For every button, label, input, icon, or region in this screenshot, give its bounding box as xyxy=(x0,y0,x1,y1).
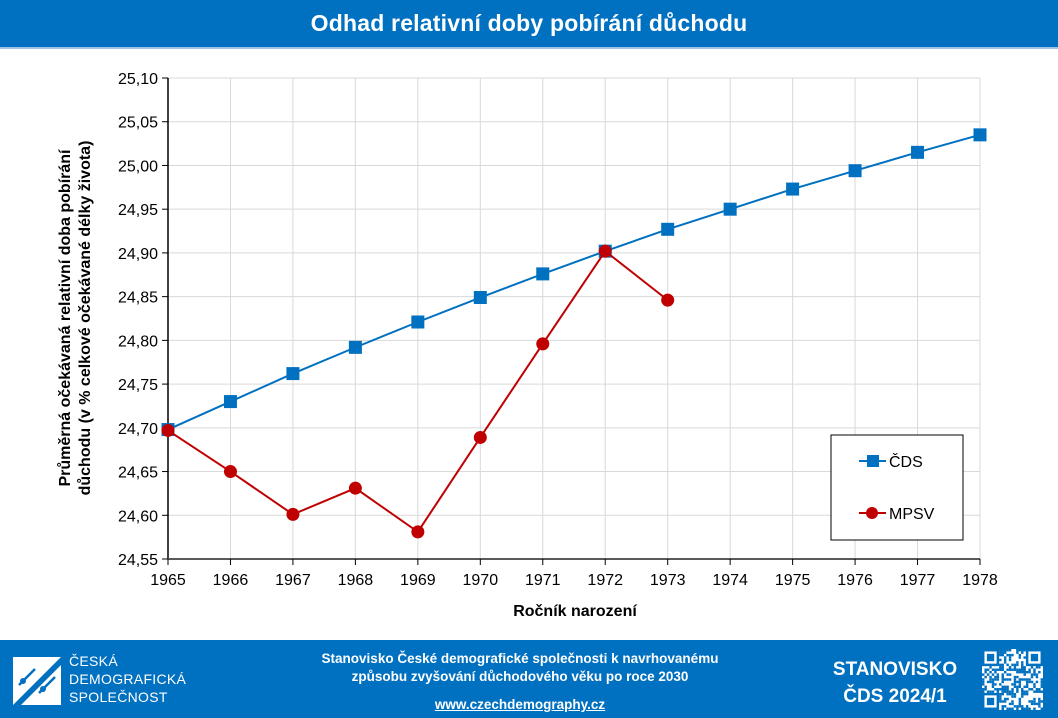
data-point-circle xyxy=(411,525,425,539)
y-tick-label: 25,00 xyxy=(118,158,158,175)
data-point-circle xyxy=(161,423,175,437)
x-tick-label: 1966 xyxy=(213,572,249,589)
x-tick-label: 1977 xyxy=(900,572,936,589)
data-point-square xyxy=(536,267,550,281)
data-point-square xyxy=(473,291,487,305)
legend-cds-label: ČDS xyxy=(889,452,923,471)
y-tick-label: 24,80 xyxy=(118,333,158,350)
x-tick-label: 1969 xyxy=(400,572,436,589)
legend-item-mpsv: MPSV xyxy=(859,506,935,523)
x-tick-label: 1970 xyxy=(463,572,499,589)
data-point-square xyxy=(723,202,737,216)
chart-title: Odhad relativní doby pobírání důchodu xyxy=(310,10,748,36)
legend-box xyxy=(830,434,964,541)
data-point-square xyxy=(786,182,800,196)
y-axis-ticks: 24,55 24,60 24,65 24,70 24,75 24,80 24,85 24,90… xyxy=(118,71,168,569)
data-point-circle xyxy=(223,465,237,479)
statement-line-1: Stanovisko České demografické společnost… xyxy=(321,651,719,666)
org-name-line-3: SPOLEČNOST xyxy=(69,689,168,705)
qr-code-icon[interactable] xyxy=(982,649,1043,710)
y-tick-label: 24,70 xyxy=(118,421,158,438)
data-point-square xyxy=(286,367,300,381)
data-point-circle xyxy=(536,337,550,351)
data-point-circle xyxy=(661,293,675,307)
x-tick-label: 1968 xyxy=(338,572,374,589)
y-axis-label: Průměrná očekávaná relativní doba pobírá… xyxy=(57,141,94,496)
badge-line-2: ČDS 2024/1 xyxy=(843,686,947,707)
data-point-square xyxy=(911,145,925,159)
y-tick-label: 24,60 xyxy=(118,508,158,525)
data-point-square xyxy=(973,128,987,142)
data-point-square xyxy=(848,164,862,178)
legend: ČDS MPSV xyxy=(830,434,964,541)
y-tick-label: 24,65 xyxy=(118,465,158,482)
org-name-line-2: DEMOGRAFICKÁ xyxy=(69,671,187,687)
x-tick-label: 1971 xyxy=(525,572,561,589)
axes xyxy=(167,78,980,560)
x-tick-label: 1974 xyxy=(712,572,748,589)
cds-logo-icon xyxy=(13,657,61,705)
x-axis-label: Ročník narození xyxy=(513,603,637,620)
line-chart: 24,55 24,60 24,65 24,70 24,75 24,80 24,85 24,90… xyxy=(57,71,998,620)
legend-cds-square-icon xyxy=(867,455,879,467)
y-tick-label: 24,55 xyxy=(118,552,158,569)
y-axis-label-line-1: Průměrná očekávaná relativní doba pobírá… xyxy=(57,149,74,487)
series-mpsv xyxy=(161,244,675,539)
y-tick-label: 24,90 xyxy=(118,246,158,263)
statement-badge: STANOVISKO ČDS 2024/1 xyxy=(815,656,975,710)
data-point-circle xyxy=(286,507,300,521)
x-tick-label: 1978 xyxy=(962,572,998,589)
data-point-circle xyxy=(473,430,487,444)
legend-mpsv-label: MPSV xyxy=(889,506,935,523)
x-tick-label: 1976 xyxy=(837,572,873,589)
legend-item-cds: ČDS xyxy=(859,452,923,471)
series-line xyxy=(167,133,981,431)
footer: ČESKÁ DEMOGRAFICKÁ SPOLEČNOST Stanovisko… xyxy=(0,640,1058,718)
data-point-square xyxy=(348,340,362,354)
title-bar: Odhad relativní doby pobírání důchodu xyxy=(0,0,1058,49)
x-axis-ticks: 1965 1966 1967 1968 1969 1970 1971 1972 1973 1974… xyxy=(150,559,998,589)
x-tick-label: 1965 xyxy=(150,572,186,589)
data-point-square xyxy=(661,222,675,236)
y-tick-label: 25,05 xyxy=(118,115,158,132)
series-layer xyxy=(161,128,987,539)
badge-line-1: STANOVISKO xyxy=(832,659,958,680)
legend-mpsv-circle-icon xyxy=(866,507,878,519)
org-name-line-1: ČESKÁ xyxy=(69,653,118,669)
data-point-square xyxy=(223,395,237,409)
org-name: ČESKÁ DEMOGRAFICKÁ SPOLEČNOST xyxy=(69,652,186,706)
x-tick-label: 1973 xyxy=(650,572,686,589)
data-point-square xyxy=(411,315,425,329)
y-tick-label: 24,75 xyxy=(118,377,158,394)
data-point-circle xyxy=(348,481,362,495)
website-link[interactable]: www.czechdemography.cz xyxy=(434,697,606,712)
y-tick-label: 25,10 xyxy=(118,71,158,88)
y-axis-label-line-2: důchodu (v % celkové očekávané délky živ… xyxy=(77,141,94,496)
statement-title: Stanovisko České demografické společnost… xyxy=(250,650,790,686)
series-čds xyxy=(161,128,987,437)
data-point-circle xyxy=(598,244,612,258)
x-tick-label: 1972 xyxy=(587,572,623,589)
statement-line-2: způsobu zvyšování důchodového věku po ro… xyxy=(351,669,689,684)
x-tick-label: 1975 xyxy=(775,572,811,589)
y-tick-label: 24,95 xyxy=(118,202,158,219)
x-tick-label: 1967 xyxy=(275,572,311,589)
y-tick-label: 24,85 xyxy=(118,290,158,307)
